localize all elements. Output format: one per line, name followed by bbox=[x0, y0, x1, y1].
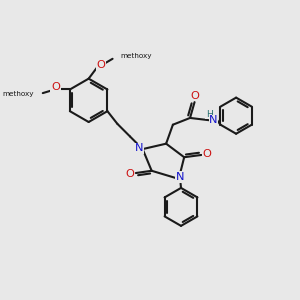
Text: O: O bbox=[51, 82, 60, 92]
Text: N: N bbox=[176, 172, 184, 182]
Text: O: O bbox=[97, 60, 106, 70]
Text: methoxy: methoxy bbox=[2, 91, 34, 97]
Text: N: N bbox=[209, 115, 218, 125]
Text: methoxy: methoxy bbox=[121, 53, 152, 59]
Text: N: N bbox=[135, 143, 143, 153]
Text: H: H bbox=[206, 110, 213, 119]
Text: O: O bbox=[190, 91, 199, 101]
Text: O: O bbox=[203, 149, 212, 159]
Text: O: O bbox=[126, 169, 134, 179]
